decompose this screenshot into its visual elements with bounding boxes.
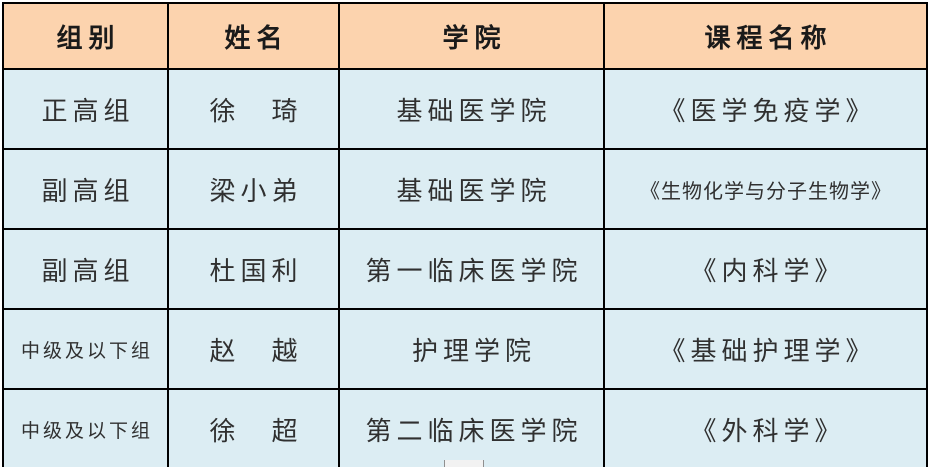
cell-course: 《医学免疫学》	[603, 68, 928, 150]
header-cell-name: 姓名	[167, 2, 340, 70]
cell-course: 《内科学》	[603, 228, 928, 310]
cell-name: 梁小弟	[167, 148, 340, 230]
cropped-ui-fragment	[444, 460, 484, 467]
cell-college: 基础医学院	[338, 148, 605, 230]
header-cell-group: 组别	[2, 2, 169, 70]
header-row: 组别 姓名 学院 课程名称	[2, 2, 928, 70]
table-row: 正高组 徐 琦 基础医学院 《医学免疫学》	[2, 68, 928, 150]
cell-course: 《生物化学与分子生物学》	[603, 148, 928, 230]
cell-college: 基础医学院	[338, 68, 605, 150]
cell-group: 副高组	[2, 148, 169, 230]
cell-group: 中级及以下组	[2, 308, 169, 390]
cell-course: 《基础护理学》	[603, 308, 928, 390]
cell-name: 赵 越	[167, 308, 340, 390]
table-row: 中级及以下组 徐 超 第二临床医学院 《外科学》	[2, 388, 928, 467]
cell-name: 徐 琦	[167, 68, 340, 150]
cell-college: 第一临床医学院	[338, 228, 605, 310]
table-row: 副高组 梁小弟 基础医学院 《生物化学与分子生物学》	[2, 148, 928, 230]
cell-name: 徐 超	[167, 388, 340, 467]
cell-course: 《外科学》	[603, 388, 928, 467]
cell-college: 护理学院	[338, 308, 605, 390]
cell-group: 中级及以下组	[2, 388, 169, 467]
table-row: 副高组 杜国利 第一临床医学院 《内科学》	[2, 228, 928, 310]
cell-college: 第二临床医学院	[338, 388, 605, 467]
cell-group: 副高组	[2, 228, 169, 310]
header-cell-course: 课程名称	[603, 2, 928, 70]
header-cell-college: 学院	[338, 2, 605, 70]
cell-name: 杜国利	[167, 228, 340, 310]
table-row: 中级及以下组 赵 越 护理学院 《基础护理学》	[2, 308, 928, 390]
cell-group: 正高组	[2, 68, 169, 150]
